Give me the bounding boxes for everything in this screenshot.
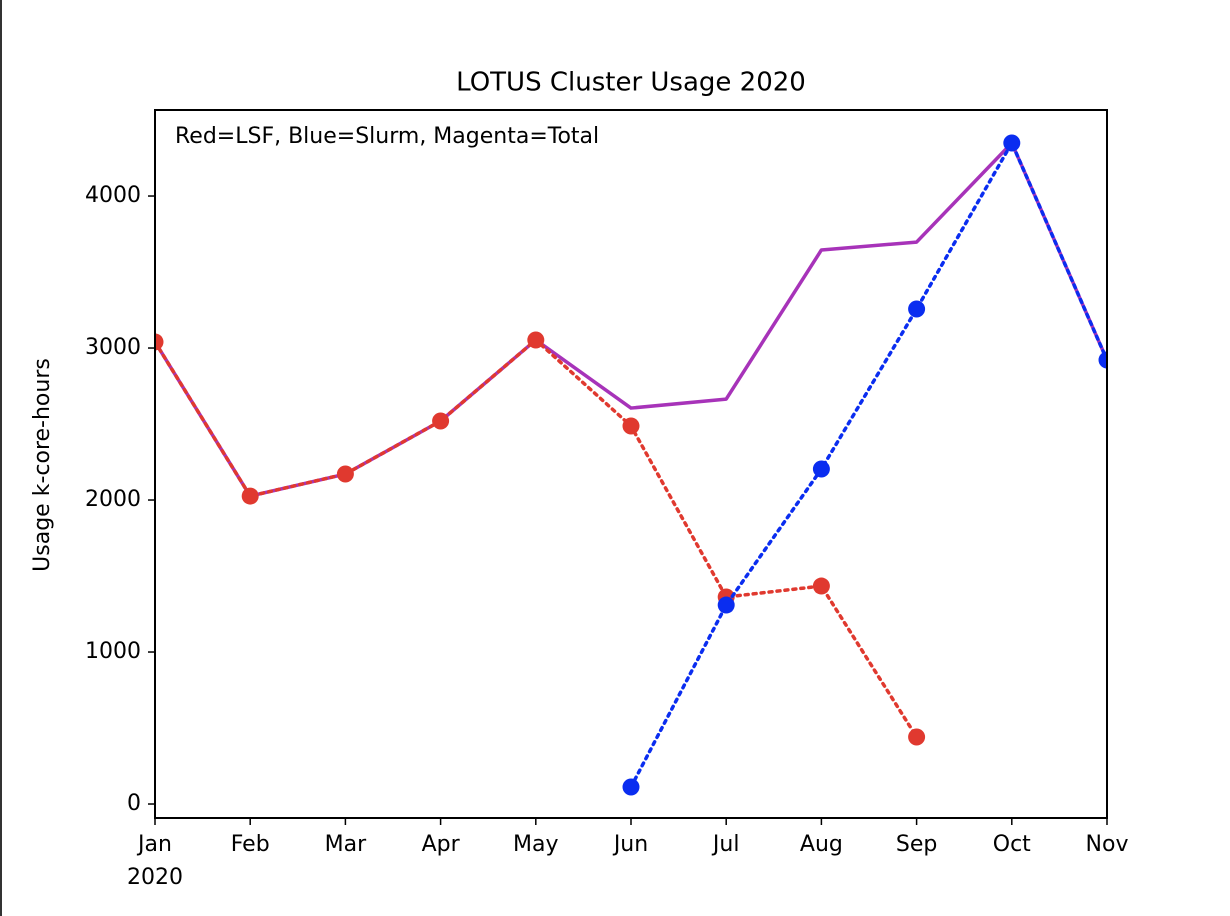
y-tick-label: 4000 — [85, 183, 141, 208]
x-tick-label: Jul — [711, 832, 740, 857]
y-axis-label: Usage k-core-hours — [30, 358, 55, 572]
series-line — [155, 338, 919, 739]
data-point — [527, 331, 545, 349]
data-point — [908, 300, 926, 318]
data-point — [1003, 134, 1021, 152]
x-tick-label: Feb — [231, 832, 270, 857]
x-tick-label: Nov — [1086, 832, 1129, 857]
y-tick-label: 3000 — [85, 335, 141, 360]
x-tick-label: Jan — [136, 832, 172, 857]
x-tick-label: Oct — [993, 832, 1031, 857]
y-tick-label: 1000 — [85, 639, 141, 664]
series-line — [629, 141, 1107, 789]
annotation: Red=LSF, Blue=Slurm, Magenta=Total — [175, 124, 599, 149]
chart-title: LOTUS Cluster Usage 2020 — [456, 68, 806, 98]
data-point — [622, 778, 640, 796]
x-tick-label: Mar — [325, 832, 367, 857]
data-point — [155, 333, 164, 351]
y-tick-label: 2000 — [85, 487, 141, 512]
data-point — [336, 465, 354, 483]
x-tick-label: Apr — [422, 832, 461, 857]
series-line — [155, 141, 1107, 498]
plot-frame — [154, 109, 1108, 819]
data-point — [908, 728, 926, 746]
x-tick-label: May — [513, 832, 558, 857]
data-point — [812, 577, 830, 595]
data-point — [812, 460, 830, 478]
x-tick-label: Aug — [800, 832, 843, 857]
x-sublabel: 2020 — [127, 865, 183, 890]
x-tick-label: Sep — [896, 832, 937, 857]
y-tick-label: 0 — [127, 791, 141, 816]
data-point — [241, 487, 259, 505]
data-point — [1098, 351, 1107, 369]
data-point — [622, 417, 640, 435]
x-tick-label: Jun — [612, 832, 648, 857]
data-point — [717, 596, 735, 614]
data-point — [432, 412, 450, 430]
